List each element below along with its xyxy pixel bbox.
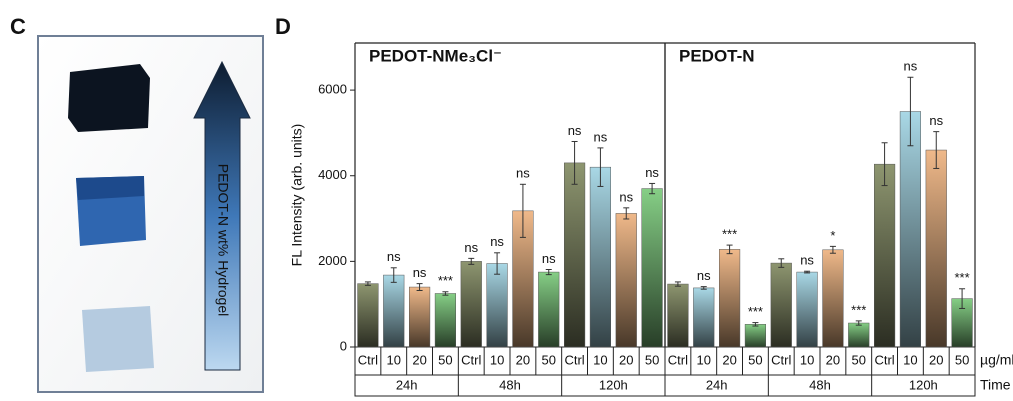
dark-hydrogel: [68, 64, 150, 132]
y-tick-label: 6000: [318, 82, 347, 97]
bar: [926, 150, 947, 347]
x-tick-label: 50: [955, 352, 969, 367]
x-tick-label: 50: [852, 352, 866, 367]
bar: [719, 249, 740, 347]
x-tick-label: 10: [387, 352, 401, 367]
clear-hydrogel: [82, 306, 154, 372]
y-tick-label: 2000: [318, 253, 347, 268]
x-tick-label: 20: [619, 352, 633, 367]
panel-label: D: [275, 14, 291, 39]
significance-label: ns: [619, 189, 633, 204]
bar: [564, 163, 585, 347]
bar: [409, 287, 430, 347]
bar: [848, 323, 869, 347]
x-tick-label: 20: [826, 352, 840, 367]
x-tick-label: 10: [593, 352, 607, 367]
row-label: µg/ml: [980, 352, 1013, 368]
x-tick-label: 20: [412, 352, 426, 367]
bar: [797, 272, 818, 347]
y-axis-label: FL Intensity (arb. units): [289, 124, 305, 267]
x-tick-label: 10: [490, 352, 504, 367]
significance-label: ns: [568, 123, 582, 138]
group-label: 120h: [599, 377, 628, 392]
x-tick-label: 50: [438, 352, 452, 367]
x-tick-label: Ctrl: [358, 352, 378, 367]
figure: C PEDOT-N wt% Hydrogel D µg/ml Time PEDO…: [0, 0, 1013, 401]
bar: [823, 250, 844, 347]
x-tick-label: 10: [800, 352, 814, 367]
significance-label: ns: [464, 240, 478, 255]
x-tick-label: 20: [929, 352, 943, 367]
significance-label: ***: [722, 227, 737, 242]
chart-title: PEDOT-N: [679, 46, 755, 65]
significance-label: ns: [800, 253, 814, 268]
significance-label: ns: [387, 249, 401, 264]
bar: [487, 264, 508, 347]
group-label: 24h: [706, 377, 728, 392]
x-tick-label: 50: [542, 352, 556, 367]
x-tick-label: Ctrl: [771, 352, 791, 367]
significance-label: ***: [438, 273, 453, 288]
bar: [668, 284, 689, 347]
x-tick-label: 50: [645, 352, 659, 367]
significance-label: ***: [851, 302, 866, 317]
arrow-text: PEDOT-N wt% Hydrogel: [215, 164, 231, 316]
group-label: 120h: [909, 377, 938, 392]
significance-label: ns: [490, 234, 504, 249]
significance-label: ns: [516, 166, 530, 181]
bar: [745, 324, 766, 347]
y-tick-label: 0: [340, 338, 347, 353]
x-tick-label: Ctrl: [564, 352, 584, 367]
row-label: Time: [980, 377, 1011, 393]
bar: [590, 167, 611, 347]
significance-label: ns: [413, 265, 427, 280]
group-label: 48h: [809, 377, 831, 392]
significance-label: ns: [594, 129, 608, 144]
bar: [538, 272, 559, 347]
significance-label: ns: [645, 165, 659, 180]
significance-label: *: [830, 228, 835, 243]
x-tick-label: 10: [903, 352, 917, 367]
group-label: 48h: [499, 377, 521, 392]
x-tick-label: 20: [722, 352, 736, 367]
bar: [435, 293, 456, 347]
significance-label: ns: [904, 59, 918, 74]
group-label: 24h: [396, 377, 418, 392]
blue-hydrogel-top: [76, 176, 144, 200]
significance-label: ns: [929, 113, 943, 128]
bar: [771, 263, 792, 347]
x-tick-label: 10: [697, 352, 711, 367]
significance-label: ***: [954, 270, 969, 285]
significance-label: ns: [697, 268, 711, 283]
x-tick-label: Ctrl: [461, 352, 481, 367]
bar: [693, 288, 714, 347]
significance-label: ns: [542, 251, 556, 266]
bar: [900, 112, 921, 347]
y-tick-label: 4000: [318, 167, 347, 182]
bar: [383, 275, 404, 347]
x-tick-label: Ctrl: [874, 352, 894, 367]
x-tick-label: Ctrl: [668, 352, 688, 367]
x-tick-label: 20: [516, 352, 530, 367]
bar: [642, 189, 663, 347]
bar: [616, 213, 637, 347]
panel-label: C: [10, 14, 26, 39]
chart-title: PEDOT-NMe₃Cl⁻: [369, 46, 502, 65]
bar: [461, 261, 482, 347]
bar: [358, 284, 379, 347]
bar: [874, 164, 895, 347]
x-tick-label: 50: [748, 352, 762, 367]
significance-label: ***: [748, 304, 763, 319]
